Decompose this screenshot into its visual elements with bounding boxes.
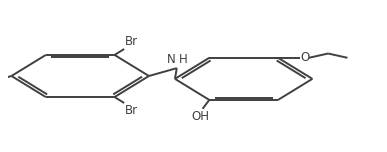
Text: H: H — [179, 53, 187, 66]
Text: Br: Br — [125, 35, 138, 48]
Text: Br: Br — [125, 104, 138, 117]
Text: N: N — [167, 53, 176, 66]
Text: OH: OH — [192, 110, 210, 123]
Text: O: O — [301, 51, 310, 64]
